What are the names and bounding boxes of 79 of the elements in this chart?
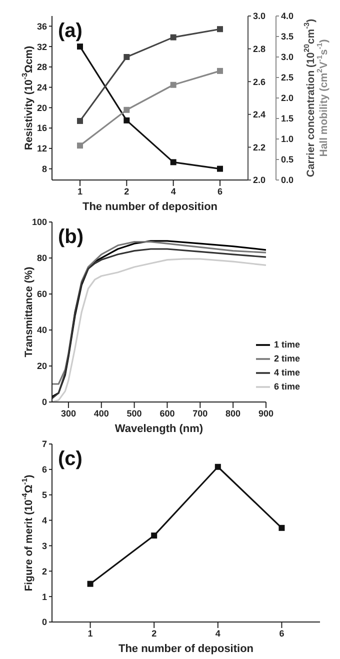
point bbox=[170, 159, 176, 166]
annotation: (c) bbox=[58, 448, 82, 471]
annotation: (b) bbox=[58, 226, 84, 249]
y-axis-title: Transmittance (%) bbox=[23, 266, 35, 358]
y2-tick-label: 2.0 bbox=[253, 175, 266, 186]
x-axis-title: The number of deposition bbox=[82, 201, 218, 213]
y-tick-label: 0 bbox=[42, 397, 47, 408]
point bbox=[170, 34, 176, 40]
x-tick-label: 600 bbox=[160, 408, 175, 418]
y-tick-label: 1 bbox=[42, 592, 47, 602]
legend-label: 4 time bbox=[274, 367, 300, 378]
y-tick-label: 100 bbox=[32, 217, 47, 228]
y-tick-label: 3 bbox=[42, 540, 47, 551]
point bbox=[77, 44, 83, 50]
y-tick-label: 5 bbox=[42, 490, 47, 500]
y-tick-label: 16 bbox=[36, 123, 47, 134]
y3-tick-label: 2.0 bbox=[281, 93, 294, 104]
x-tick-label: 700 bbox=[192, 408, 208, 418]
y3-tick-label: 3.5 bbox=[281, 32, 294, 42]
point bbox=[124, 54, 130, 60]
y-tick-label: 20 bbox=[36, 102, 47, 113]
y2-tick-label: 3.0 bbox=[253, 11, 266, 22]
x-tick-label: 6 bbox=[279, 628, 284, 638]
y3-tick-label: 3.0 bbox=[281, 52, 294, 62]
x-axis-title: The number of deposition bbox=[118, 643, 254, 655]
y2-tick-label: 2.2 bbox=[253, 142, 266, 152]
y-tick-label: 7 bbox=[42, 439, 47, 450]
y3-tick-label: 0.5 bbox=[281, 154, 294, 165]
y-tick-label: 2 bbox=[42, 566, 47, 576]
x-tick-label: 400 bbox=[94, 408, 109, 418]
x-tick-label: 2 bbox=[152, 628, 157, 638]
y2-tick-label: 2.4 bbox=[253, 110, 266, 120]
x-tick-label: 500 bbox=[126, 408, 142, 418]
point bbox=[217, 26, 223, 32]
y-tick-label: 0 bbox=[42, 617, 47, 628]
annotation: (a) bbox=[58, 20, 82, 43]
point bbox=[217, 166, 223, 172]
y-tick-label: 12 bbox=[36, 144, 47, 154]
legend-label: 1 time bbox=[274, 339, 300, 350]
x-tick-label: 900 bbox=[258, 408, 274, 418]
point bbox=[124, 117, 130, 124]
legend-label: 6 time bbox=[274, 381, 300, 392]
legend-label: 2 time bbox=[274, 353, 300, 364]
point bbox=[124, 106, 130, 113]
point bbox=[217, 68, 223, 74]
y-tick-label: 4 bbox=[42, 515, 47, 526]
x-tick-label: 300 bbox=[60, 408, 76, 418]
y-tick-label: 40 bbox=[36, 325, 47, 336]
point bbox=[77, 142, 83, 149]
point bbox=[87, 580, 94, 587]
point bbox=[214, 464, 221, 470]
y3-tick-label: 1.0 bbox=[281, 134, 294, 144]
x-tick-label: 800 bbox=[226, 408, 241, 418]
x-tick-label: 1 bbox=[88, 628, 93, 638]
x-tick-label: 4 bbox=[215, 628, 220, 638]
x-tick-label: 1 bbox=[77, 186, 83, 196]
x-tick-label: 2 bbox=[124, 186, 130, 196]
point bbox=[77, 118, 83, 124]
x-tick-label: 6 bbox=[217, 186, 223, 196]
y-tick-label: 8 bbox=[42, 164, 47, 174]
y2-tick-label: 2.8 bbox=[253, 44, 266, 54]
y3-tick-label: 0.0 bbox=[281, 175, 294, 186]
point bbox=[278, 524, 285, 531]
x-tick-label: 4 bbox=[170, 186, 176, 196]
y-tick-label: 20 bbox=[36, 361, 47, 372]
x-axis-title: Wavelength (nm) bbox=[114, 423, 204, 435]
point bbox=[170, 82, 176, 88]
point bbox=[151, 532, 158, 539]
y-tick-label: 24 bbox=[36, 82, 47, 92]
y3-tick-label: 2.5 bbox=[281, 72, 294, 83]
y2-tick-label: 2.6 bbox=[253, 76, 266, 87]
y-tick-label: 28 bbox=[36, 62, 47, 72]
y-tick-label: 60 bbox=[36, 289, 47, 300]
y-tick-label: 6 bbox=[42, 464, 47, 475]
y3-tick-label: 4.0 bbox=[281, 11, 294, 22]
y-tick-label: 80 bbox=[36, 253, 47, 264]
y-tick-label: 36 bbox=[36, 21, 47, 32]
y-tick-label: 32 bbox=[36, 42, 47, 52]
y3-tick-label: 1.5 bbox=[281, 114, 294, 124]
